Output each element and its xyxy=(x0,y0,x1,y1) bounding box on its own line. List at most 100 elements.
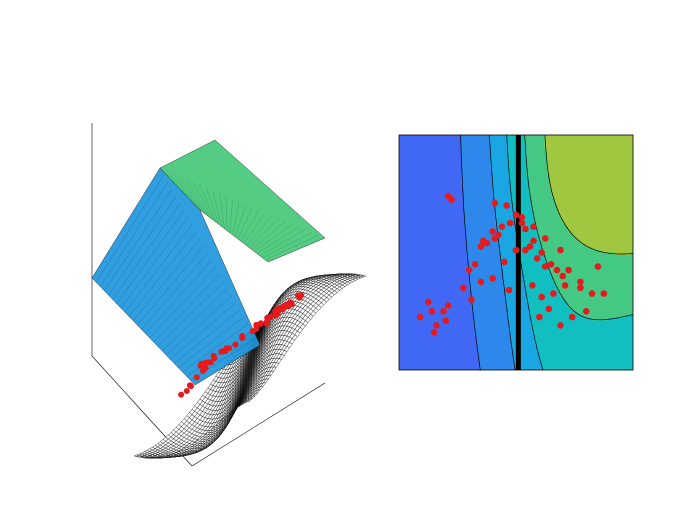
contour-cell xyxy=(469,304,473,308)
contour-cell xyxy=(443,325,447,329)
contour-cell xyxy=(399,145,403,149)
contour-cell xyxy=(399,153,403,157)
contour-cell xyxy=(427,296,431,301)
contour-cell xyxy=(464,346,468,350)
contour-cell xyxy=(474,140,478,144)
contour-cell xyxy=(448,343,452,348)
contour-cell xyxy=(432,195,436,199)
contour-cell xyxy=(401,252,405,256)
contour-cell xyxy=(479,192,483,196)
contour-cell xyxy=(474,239,478,243)
contour-cell xyxy=(466,364,470,368)
plane-hatch-blue xyxy=(120,217,189,309)
contour-cell xyxy=(440,242,444,246)
contour-cell xyxy=(469,262,473,267)
contour-cell xyxy=(448,270,452,274)
contour-cell xyxy=(477,273,481,277)
contour-cell xyxy=(422,283,426,288)
contour-cell xyxy=(414,262,418,267)
contour-cell xyxy=(412,244,416,248)
contour-cell xyxy=(443,304,447,308)
contour-cell xyxy=(474,176,478,180)
contour-cell xyxy=(482,255,486,259)
contour-cell xyxy=(399,155,403,160)
contour-cell xyxy=(427,304,431,308)
contour-cell xyxy=(453,189,457,194)
contour-cell xyxy=(435,262,439,267)
contour-cell xyxy=(419,268,423,272)
contour-cell xyxy=(466,315,470,319)
contour-cell xyxy=(435,289,439,293)
contour-cell xyxy=(432,153,436,157)
contour-cell xyxy=(438,289,442,293)
contour-cell xyxy=(427,231,431,235)
contour-cell xyxy=(448,182,452,186)
contour-cell xyxy=(451,137,455,141)
contour-cell xyxy=(432,242,436,246)
contour-cell xyxy=(412,338,416,342)
contour-cell xyxy=(417,142,421,147)
contour-cell xyxy=(417,257,421,261)
contour-cell xyxy=(477,260,481,264)
contour-cell xyxy=(443,179,447,183)
contour-cell xyxy=(474,200,478,204)
contour-cell xyxy=(466,325,470,329)
contour-cell xyxy=(409,330,413,335)
contour-cell xyxy=(422,197,426,201)
contour-cell xyxy=(440,330,444,335)
contour-cell xyxy=(474,356,478,361)
plane-hatch-blue xyxy=(116,210,185,304)
contour-cell xyxy=(409,257,413,261)
contour-cell xyxy=(479,315,483,319)
contour-cell xyxy=(404,197,408,201)
contour-cell xyxy=(430,341,434,345)
contour-cell xyxy=(422,312,426,316)
contour-cell xyxy=(458,302,462,306)
contour-cell xyxy=(401,247,405,251)
contour-cell xyxy=(440,354,444,358)
contour-cell xyxy=(477,249,481,254)
contour-cell xyxy=(399,218,403,222)
contour-cell xyxy=(482,304,486,308)
contour-cell xyxy=(435,317,439,321)
contour-cell xyxy=(401,338,405,342)
contour-cell xyxy=(417,341,421,345)
contour-cell xyxy=(430,195,434,199)
contour-cell xyxy=(445,262,449,267)
contour-cell xyxy=(479,234,483,238)
contour-cell xyxy=(466,145,470,149)
contour-cell xyxy=(440,215,444,220)
contour-cell xyxy=(482,307,486,311)
contour-cell xyxy=(404,341,408,345)
contour-cell xyxy=(453,163,457,167)
contour-cell xyxy=(456,296,460,301)
contour-cell xyxy=(440,333,444,337)
contour-cell xyxy=(438,320,442,324)
contour-cell xyxy=(409,215,413,220)
contour-cell xyxy=(458,229,462,233)
contour-cell xyxy=(419,338,423,342)
contour-cell xyxy=(417,176,421,180)
contour-cell xyxy=(469,265,473,269)
contour-cell xyxy=(451,182,455,186)
contour-cell xyxy=(458,325,462,329)
contour-cell xyxy=(419,192,423,196)
contour-cell xyxy=(425,354,429,358)
contour-cell xyxy=(445,278,449,282)
contour-cell xyxy=(425,148,429,152)
contour-cell xyxy=(458,142,462,147)
contour-cell xyxy=(461,247,465,251)
contour-cell xyxy=(458,315,462,319)
contour-cell xyxy=(469,161,473,165)
contour-cell xyxy=(430,255,434,259)
contour-cell xyxy=(414,341,418,345)
contour-cell xyxy=(412,351,416,355)
contour-cell xyxy=(474,163,478,167)
contour-cell xyxy=(440,153,444,157)
contour-cell xyxy=(406,145,410,149)
contour-cell xyxy=(419,171,423,175)
contour-cell xyxy=(432,247,436,251)
contour-cell xyxy=(438,260,442,264)
contour-cell xyxy=(412,150,416,154)
contour-cell xyxy=(430,317,434,321)
